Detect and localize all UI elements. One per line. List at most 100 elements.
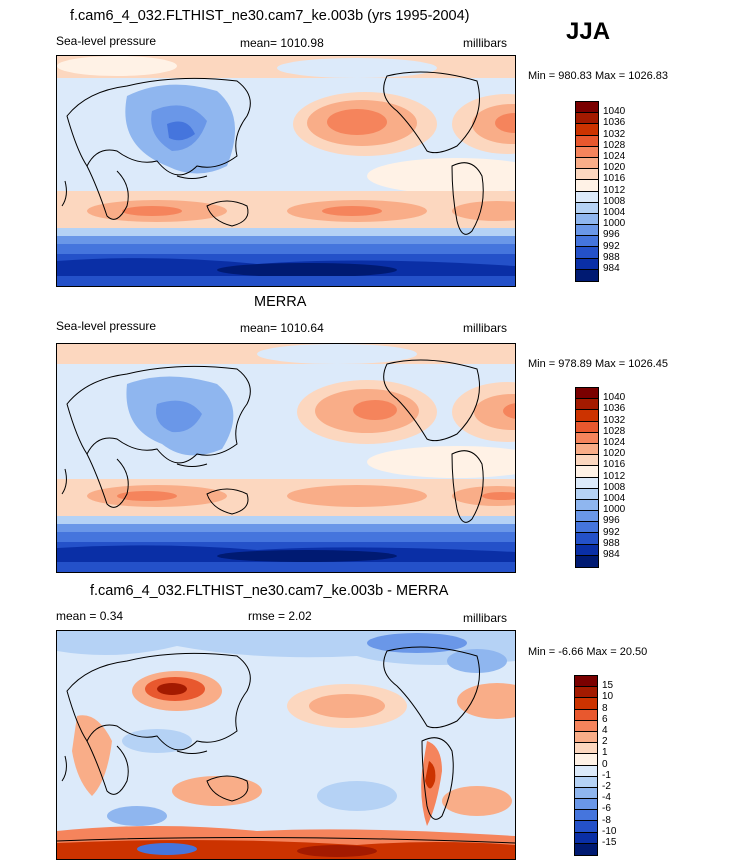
colorbar-swatch (576, 213, 598, 226)
colorbar-swatch (576, 511, 598, 523)
colorbar-tick-label: 1032 (603, 128, 626, 140)
colorbar-tick-label: 1004 (603, 493, 626, 504)
colorbar-swatch (576, 488, 598, 500)
colorbar-swatch (575, 676, 597, 688)
panel2-mean-label: mean= 1010.64 (240, 321, 324, 335)
panel1-map (56, 55, 516, 287)
colorbar-swatch (576, 410, 598, 422)
colorbar-tick-label: 1016 (603, 459, 626, 471)
colorbar-tick-label: 1032 (603, 414, 626, 426)
colorbar-swatch (576, 124, 598, 136)
panel1-map-field (57, 56, 515, 286)
colorbar-swatch (576, 191, 598, 203)
colorbar-tick-label: -10 (602, 825, 617, 837)
colorbar-tick-label: 984 (603, 549, 620, 560)
colorbar-swatch (576, 269, 598, 281)
colorbar-tick-label: 1 (602, 747, 608, 759)
colorbar-tick-label: 1004 (603, 207, 626, 218)
colorbar-tick-label: 992 (603, 526, 620, 538)
colorbar-swatch (576, 399, 598, 411)
colorbar-swatch (575, 720, 597, 732)
colorbar-tick-label: 1024 (603, 437, 626, 448)
colorbar-swatch (576, 477, 598, 489)
colorbar-swatch (576, 522, 598, 534)
panel1-variable-label: Sea-level pressure (56, 34, 157, 48)
colorbar-swatch (576, 258, 598, 270)
colorbar-tick-label: 1020 (603, 162, 626, 174)
colorbar-swatch (576, 388, 598, 400)
colorbar-tick-label: 996 (603, 229, 620, 241)
colorbar-swatch (576, 135, 598, 147)
colorbar-swatch (576, 443, 598, 456)
colorbar-swatch (576, 102, 598, 114)
colorbar-swatch (575, 731, 597, 744)
colorbar-tick-label: 1040 (603, 392, 626, 404)
panel3-map-field (57, 631, 515, 859)
colorbar-tick-label: -15 (602, 837, 617, 848)
colorbar-swatch (576, 169, 598, 181)
colorbar-swatch (575, 709, 597, 721)
colorbar-swatch (576, 113, 598, 125)
colorbar-tick-label: 1016 (603, 173, 626, 185)
colorbar-swatch (576, 180, 598, 192)
panel2-colorbar (575, 387, 599, 568)
colorbar-tick-label: 1028 (603, 425, 626, 437)
colorbar-swatch (575, 799, 597, 811)
colorbar-tick-label: 1036 (603, 117, 626, 129)
colorbar-tick-label: 1012 (603, 184, 626, 196)
colorbar-swatch (575, 765, 597, 777)
colorbar-tick-label: 1000 (603, 504, 626, 516)
colorbar-tick-label: 988 (603, 251, 620, 263)
colorbar-swatch (575, 832, 597, 844)
colorbar-swatch (576, 421, 598, 433)
colorbar-tick-label: 15 (602, 680, 614, 692)
colorbar-swatch (575, 821, 597, 833)
colorbar-tick-label: -8 (602, 814, 611, 826)
colorbar-swatch (576, 533, 598, 545)
colorbar-tick-label: 1008 (603, 481, 626, 493)
panel2-variable-label: Sea-level pressure (56, 319, 157, 333)
panel2-title: MERRA (254, 294, 307, 310)
colorbar-swatch (576, 225, 598, 237)
panel1-mean-label: mean= 1010.98 (240, 36, 324, 50)
colorbar-tick-label: 1024 (603, 151, 626, 162)
colorbar-swatch (575, 776, 597, 788)
panel3-units-label: millibars (463, 611, 508, 625)
colorbar-tick-label: 0 (602, 758, 608, 770)
colorbar-swatch (576, 499, 598, 512)
panel3-map (56, 630, 516, 860)
panel1-units-label: millibars (463, 36, 508, 50)
colorbar-swatch (576, 202, 598, 214)
colorbar-tick-label: 1036 (603, 403, 626, 415)
colorbar-tick-label: -4 (602, 792, 611, 804)
colorbar-swatch (575, 698, 597, 710)
colorbar-tick-label: 1008 (603, 195, 626, 207)
colorbar-swatch (576, 236, 598, 248)
colorbar-swatch (576, 455, 598, 467)
panel3-mean-label: mean = 0.34 (56, 609, 124, 623)
colorbar-swatch (575, 787, 597, 800)
colorbar-swatch (575, 754, 597, 766)
colorbar-tick-label: 984 (603, 263, 620, 274)
colorbar-swatch (576, 432, 598, 444)
panel2-map-field (57, 344, 515, 572)
panel2-map (56, 343, 516, 573)
colorbar-tick-label: 988 (603, 537, 620, 549)
colorbar-tick-label: 2 (602, 736, 608, 748)
colorbar-swatch (576, 466, 598, 478)
colorbar-swatch (575, 743, 597, 755)
colorbar-tick-label: 1012 (603, 470, 626, 482)
colorbar-tick-label: 1040 (603, 106, 626, 118)
season-label: JJA (566, 18, 611, 45)
panel3-rmse-label: rmse = 2.02 (248, 609, 312, 623)
colorbar-tick-label: -2 (602, 781, 611, 792)
colorbar-swatch (576, 555, 598, 567)
colorbar-tick-label: 10 (602, 691, 614, 703)
colorbar-tick-label: 8 (602, 702, 608, 714)
colorbar-swatch (575, 843, 597, 855)
panel3-title: f.cam6_4_032.FLTHIST_ne30.cam7_ke.003b -… (90, 583, 449, 599)
colorbar-swatch (576, 146, 598, 158)
panel3-minmax: Min = -6.66 Max = 20.50 (528, 646, 648, 658)
panel2-minmax: Min = 978.89 Max = 1026.45 (528, 358, 669, 370)
colorbar-swatch (576, 544, 598, 556)
